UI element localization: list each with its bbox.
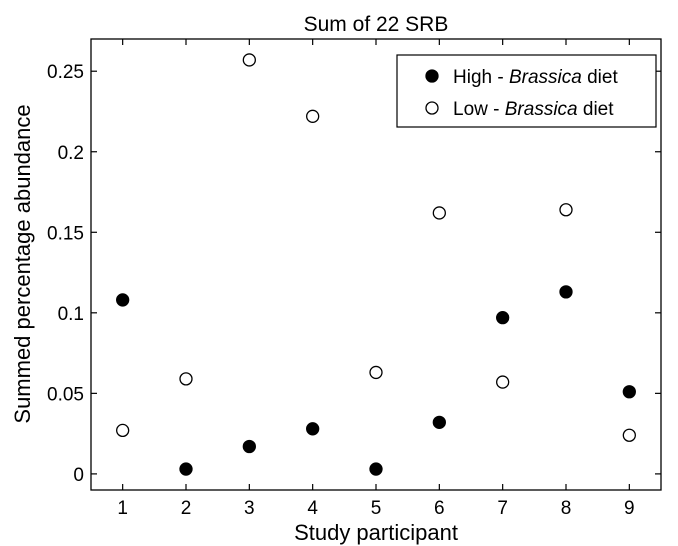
legend-label: High - Brassica diet xyxy=(453,67,618,88)
legend-label-part: Brassica xyxy=(509,67,582,88)
x-tick-label: 1 xyxy=(117,498,128,519)
low-brassica-point xyxy=(306,109,320,123)
y-tick-label: 0.1 xyxy=(58,304,84,325)
chart-title: Sum of 22 SRB xyxy=(304,13,449,36)
high-brassica-point xyxy=(179,462,193,476)
x-tick-label: 2 xyxy=(181,498,192,519)
low-brassica-point xyxy=(559,203,573,217)
high-brassica-point xyxy=(622,385,636,399)
y-tick-label: 0.2 xyxy=(58,143,84,164)
x-tick-label: 8 xyxy=(561,498,572,519)
x-tick-label: 4 xyxy=(307,498,318,519)
high-brassica-point xyxy=(369,462,383,476)
x-tick-label: 9 xyxy=(624,498,635,519)
legend-marker xyxy=(425,101,439,115)
low-brassica-point xyxy=(432,206,446,220)
low-brassica-point xyxy=(369,365,383,380)
x-tick-label: 7 xyxy=(497,498,508,519)
legend-label-part: High - xyxy=(453,67,509,88)
legend-label-part: Brassica xyxy=(505,99,578,120)
x-tick-label: 3 xyxy=(244,498,255,519)
legend-label-part: Low - xyxy=(453,99,505,120)
high-brassica-point xyxy=(432,415,446,430)
x-axis: 1 2 3 4 5 6 7 8 9 xyxy=(117,39,635,519)
x-tick-label: 5 xyxy=(371,498,382,519)
x-axis-label: Study participant xyxy=(294,520,458,545)
legend-marker xyxy=(425,69,439,83)
legend-label-part: diet xyxy=(582,67,619,88)
legend-label: Low - Brassica diet xyxy=(453,99,614,120)
y-tick-label: 0 xyxy=(73,465,84,486)
high-brassica-point xyxy=(116,293,130,307)
low-brassica-point xyxy=(242,53,256,67)
data-points xyxy=(116,53,636,476)
low-brassica-point xyxy=(496,375,510,389)
high-brassica-point xyxy=(496,311,510,325)
y-tick-label: 0.25 xyxy=(47,62,84,83)
high-brassica-point xyxy=(306,422,320,436)
low-brassica-point xyxy=(622,428,636,442)
legend-label-part: diet xyxy=(578,99,615,120)
y-tick-label: 0.15 xyxy=(47,223,84,244)
legend-box xyxy=(396,54,657,128)
x-tick-label: 6 xyxy=(434,498,445,519)
y-tick-label: 0.05 xyxy=(47,384,84,405)
low-brassica-point xyxy=(116,423,130,438)
y-axis-label: Summed percentage abundance xyxy=(10,104,35,423)
high-brassica-point xyxy=(559,285,573,299)
y-axis: 0 0.05 0.1 0.15 0.2 0.25 xyxy=(47,62,661,486)
low-brassica-point xyxy=(179,372,193,386)
high-brassica-point xyxy=(242,439,256,454)
